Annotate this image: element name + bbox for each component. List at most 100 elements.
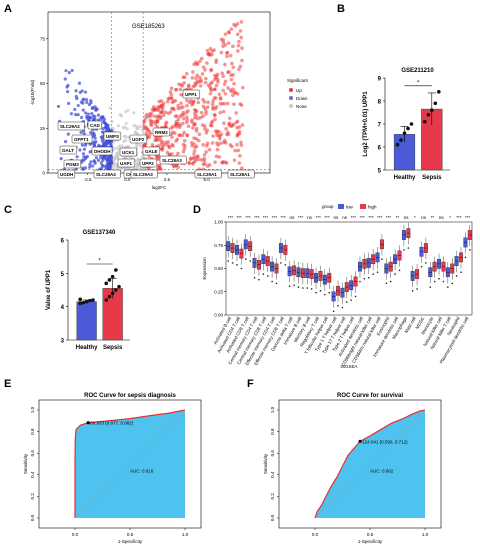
y-tick-label: 75: [40, 36, 46, 41]
y-tick-label: 1.0: [270, 406, 275, 413]
up-point: [239, 140, 243, 145]
gene-label: GALE: [145, 149, 158, 154]
up-point: [205, 61, 209, 65]
outlier-point: [420, 265, 423, 268]
down-point: [90, 111, 94, 116]
up-point: [161, 144, 165, 149]
y-tick-label: 0.0: [30, 514, 35, 521]
y-tick-label: 5: [61, 272, 65, 278]
up-point: [190, 143, 194, 148]
up-point: [194, 109, 199, 114]
down-point: [104, 129, 108, 133]
down-point: [93, 117, 97, 121]
up-point: [207, 147, 212, 152]
roc-curve-survival: ROC Curve for survival 124.041 (0.590, 0.…: [263, 393, 442, 544]
up-point: [220, 101, 225, 106]
chart-title: GSE211210: [401, 68, 434, 74]
outlier-point: [354, 295, 357, 298]
gene-label-box: [142, 146, 160, 156]
up-point: [218, 96, 223, 100]
none-point: [112, 164, 116, 169]
outlier-point: [293, 284, 295, 287]
outlier-point: [398, 269, 401, 272]
significance-label: ***: [263, 215, 269, 220]
legend-item: Up: [296, 88, 302, 93]
down-point: [74, 167, 78, 171]
outlier-point: [346, 301, 348, 303]
up-point: [240, 123, 245, 127]
up-point: [187, 161, 192, 166]
down-point: [105, 157, 109, 161]
up-point: [215, 131, 219, 136]
gene-label: RRM2: [155, 130, 168, 135]
down-point: [88, 142, 92, 146]
up-point: [232, 90, 237, 94]
up-point: [205, 143, 209, 148]
category-label: Sepsis: [103, 345, 123, 351]
up-point: [227, 121, 232, 126]
significance-label: *: [414, 215, 416, 220]
legend-item: Down: [296, 96, 308, 101]
up-point: [180, 121, 185, 126]
legend-swatch: [289, 104, 293, 108]
up-point: [222, 82, 227, 86]
significance-label: ns: [404, 215, 410, 220]
legend-item: low: [346, 205, 354, 210]
up-point: [186, 84, 191, 89]
data-point: [84, 299, 89, 304]
gene-label: UMPS: [106, 134, 119, 139]
up-point: [204, 131, 209, 135]
outlier-point: [363, 277, 366, 280]
y-tick-label: 0.4: [270, 471, 275, 478]
significance-label: ***: [237, 215, 243, 220]
none-point: [121, 126, 125, 130]
up-point: [196, 100, 201, 105]
y-tick-label: 0.6: [270, 450, 275, 457]
x-tick-label: 0.5: [367, 532, 374, 537]
y-tick-label: 0.6: [30, 450, 35, 457]
significance-label: ***: [298, 215, 304, 220]
up-point: [223, 91, 228, 96]
up-point: [229, 89, 234, 94]
y-tick-label: 0.0: [270, 514, 275, 521]
data-point: [91, 298, 95, 302]
outlier-point: [469, 249, 471, 251]
up-point: [219, 50, 224, 55]
up-point: [223, 79, 228, 84]
up-point: [224, 140, 228, 145]
up-point: [226, 30, 231, 34]
threshold-point: [358, 439, 362, 443]
significance-label: ***: [228, 215, 234, 220]
down-point: [101, 143, 106, 147]
up-point: [144, 125, 149, 130]
up-point: [180, 84, 185, 88]
up-point: [182, 130, 186, 135]
legend-item: None: [296, 104, 307, 109]
up-point: [204, 112, 208, 116]
roc-curve-diagnosis: ROC Curve for sepsis diagnosis 60.933 (0.…: [23, 393, 202, 544]
down-point: [91, 106, 95, 110]
up-point: [198, 84, 203, 88]
up-point: [234, 120, 239, 125]
gene-label-box: [159, 155, 187, 165]
gene-label: UPP1: [185, 92, 197, 97]
gene-label-box: [117, 158, 135, 168]
up-point: [168, 90, 173, 94]
down-point: [70, 68, 74, 73]
up-point: [212, 77, 217, 82]
up-point: [223, 62, 227, 67]
legend-title: group: [322, 204, 334, 209]
up-point: [192, 152, 196, 156]
down-point: [96, 113, 101, 117]
none-point: [118, 113, 122, 117]
outlier-point: [425, 262, 427, 264]
up-point: [186, 124, 191, 129]
down-point: [104, 164, 108, 168]
up-point: [165, 150, 170, 155]
up-point: [193, 122, 197, 127]
up-point: [238, 64, 243, 69]
outlier-point: [240, 267, 243, 270]
down-point: [77, 81, 82, 85]
outlier-point: [236, 263, 238, 266]
outlier-point: [297, 286, 300, 288]
